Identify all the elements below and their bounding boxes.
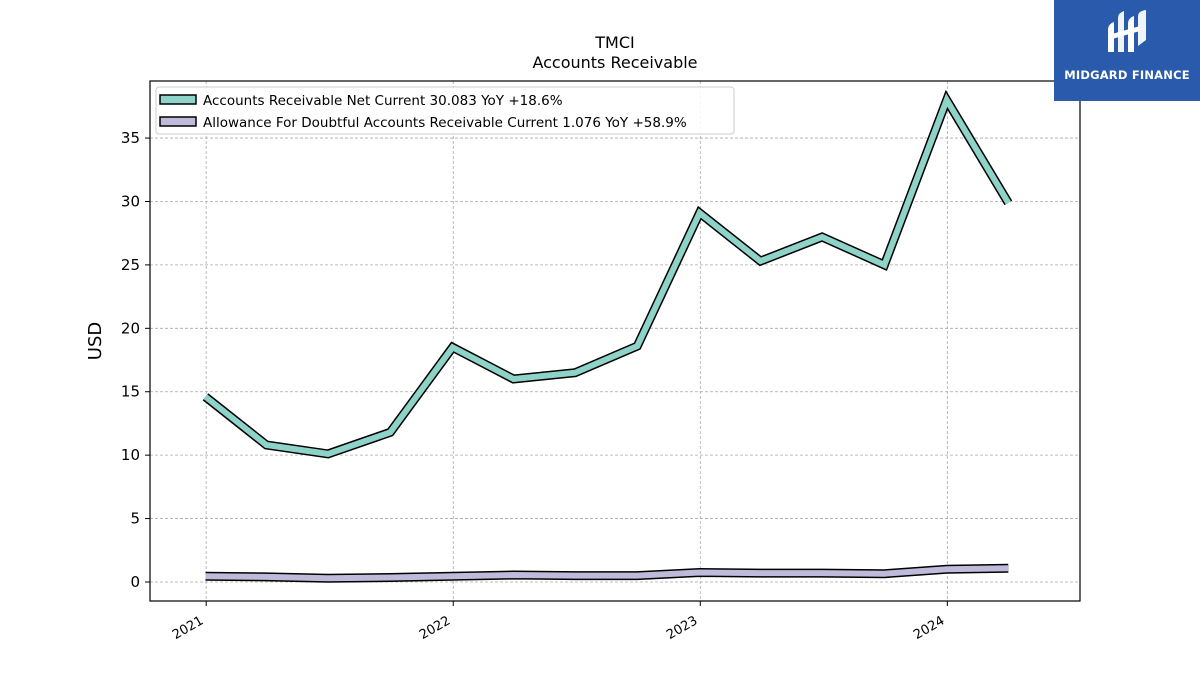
legend-frame: [155, 86, 735, 135]
y-tick-label: 20: [121, 319, 140, 337]
y-tick-label: 30: [121, 192, 140, 210]
x-tick-label: 2024: [911, 613, 947, 643]
plot-frame: [149, 80, 1081, 602]
y-tick-label: 25: [121, 256, 140, 274]
series-layer: [202, 89, 1013, 583]
grid: [150, 81, 1080, 601]
x-tick-label: 2023: [664, 613, 700, 643]
series-line-outline: [202, 89, 1013, 459]
legend-label-allowance-doubtful: Allowance For Doubtful Accounts Receivab…: [203, 115, 687, 131]
series-0: [202, 89, 1013, 459]
y-tick-label: 10: [121, 446, 140, 464]
y-tick-label: 5: [130, 510, 140, 528]
x-tick-label: 2021: [170, 613, 206, 643]
y-tick-label: 0: [130, 573, 140, 591]
legend-swatch-accounts-receivable: [159, 94, 197, 105]
brand-logo: MIDGARD FINANCE: [1054, 0, 1200, 101]
chart-title: TMCI: [594, 33, 634, 52]
legend-swatch-allowance-doubtful: [159, 116, 197, 127]
y-tick-label: 35: [121, 129, 140, 147]
series-line: [203, 93, 1011, 457]
logo-mark-icon: [1108, 10, 1146, 52]
y-axis-label: USD: [85, 322, 106, 360]
series-line: [205, 565, 1009, 582]
x-axis: 2021 2022 2023 2024: [170, 601, 948, 643]
chart-subtitle: Accounts Receivable: [532, 53, 697, 72]
y-tick-label: 15: [121, 383, 140, 401]
series-1: [205, 563, 1009, 583]
logo-text: MIDGARD FINANCE: [1064, 68, 1190, 82]
chart-title-group: TMCI Accounts Receivable: [532, 33, 697, 72]
legend: Accounts Receivable Net Current 30.083 Y…: [155, 86, 735, 135]
y-axis: 0 5 10 15 20 25 30 35: [121, 129, 150, 591]
legend-label-accounts-receivable: Accounts Receivable Net Current 30.083 Y…: [203, 93, 563, 109]
x-tick-label: 2022: [417, 613, 453, 643]
